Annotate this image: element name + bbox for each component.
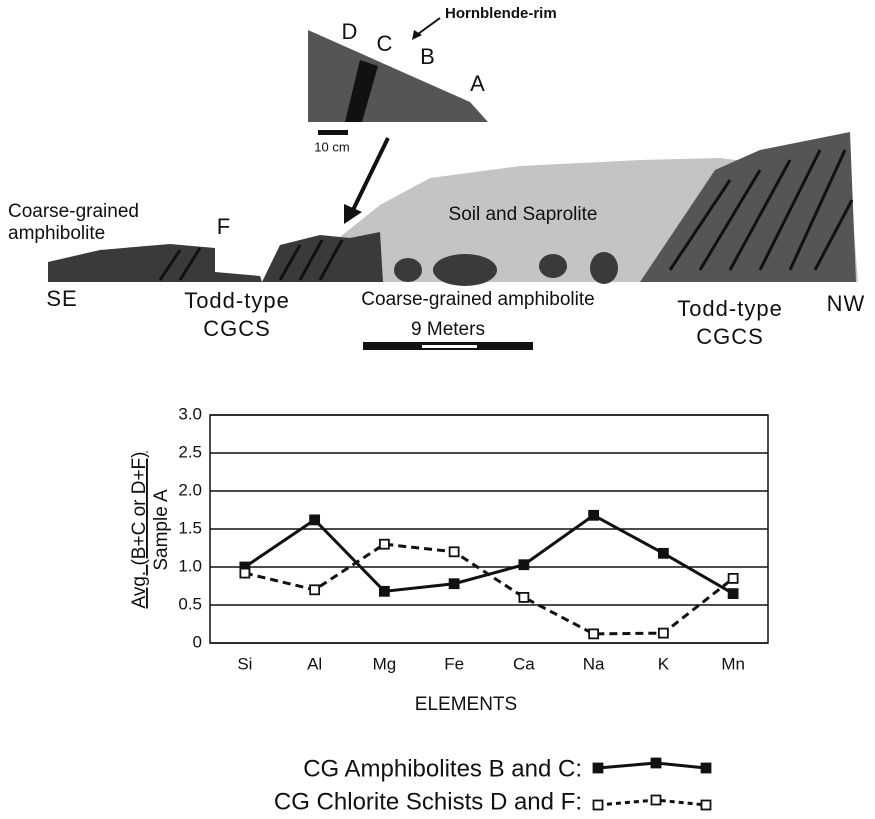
se-label: SE bbox=[46, 286, 77, 311]
inset-scale: 10 cm bbox=[314, 139, 349, 154]
unit-label: Todd-type bbox=[677, 296, 783, 321]
legend-label: CG Chlorite Schists D and F: bbox=[274, 788, 582, 815]
outcrop bbox=[48, 132, 858, 350]
unit-label: CGCS bbox=[203, 316, 271, 341]
x-tick-label: Mn bbox=[721, 654, 745, 673]
point bbox=[657, 547, 669, 559]
x-axis-label: ELEMENTS bbox=[415, 694, 517, 715]
point bbox=[448, 546, 460, 558]
legend-marker bbox=[700, 762, 712, 774]
legend-marker bbox=[700, 799, 712, 811]
boulder bbox=[394, 258, 422, 282]
legend-label: CG Amphibolites B and C: bbox=[303, 755, 582, 782]
y-tick-label: 3.0 bbox=[178, 404, 202, 423]
boulder bbox=[539, 254, 567, 278]
rim-arrow-head bbox=[412, 30, 422, 40]
x-tick-label: K bbox=[658, 654, 670, 673]
x-tick-label: Mg bbox=[373, 654, 397, 673]
point bbox=[518, 592, 530, 603]
y-tick-label: 1.0 bbox=[178, 556, 202, 575]
unit-label: CGCS bbox=[696, 324, 764, 349]
point bbox=[588, 628, 600, 640]
y-tick-label: 0.5 bbox=[178, 594, 202, 613]
unit-label: amphibolite bbox=[8, 223, 105, 244]
inset-label: D bbox=[342, 19, 359, 44]
plot-frame bbox=[209, 414, 769, 644]
rock bbox=[215, 272, 262, 282]
inset-label: A bbox=[470, 71, 486, 96]
point bbox=[657, 627, 669, 639]
boulder bbox=[433, 254, 497, 286]
inset-scale-bar bbox=[318, 130, 348, 135]
y-axis-label: Sample A bbox=[151, 489, 172, 571]
nw-label: NW bbox=[827, 291, 866, 316]
point bbox=[448, 578, 460, 590]
inset-rim bbox=[345, 60, 378, 122]
point bbox=[378, 585, 390, 597]
x-tick-label: Si bbox=[237, 654, 252, 673]
point bbox=[727, 573, 739, 584]
inset bbox=[308, 17, 488, 224]
unit-label: Coarse-grained bbox=[8, 201, 139, 222]
inset-label: C bbox=[377, 31, 394, 56]
y-axis-label: Avg. (B+C or D+F) bbox=[129, 452, 150, 609]
y-tick-label: 2.5 bbox=[178, 442, 202, 461]
y-tick-label: 1.5 bbox=[178, 518, 202, 537]
point bbox=[239, 567, 251, 579]
legend-marker bbox=[650, 757, 662, 769]
x-tick-label: Al bbox=[307, 654, 322, 673]
legend-marker bbox=[650, 794, 662, 806]
point bbox=[309, 584, 321, 596]
f-label: F bbox=[217, 214, 231, 239]
x-tick-label: Fe bbox=[444, 654, 464, 673]
inset-label: B bbox=[420, 44, 436, 69]
point bbox=[518, 559, 530, 571]
point bbox=[727, 588, 739, 599]
point bbox=[309, 514, 321, 526]
legend-marker bbox=[592, 799, 604, 811]
rock bbox=[48, 244, 215, 282]
scale-label: 9 Meters bbox=[411, 319, 485, 340]
boulder bbox=[590, 252, 618, 284]
rim-label: Hornblende-rim bbox=[445, 5, 557, 22]
inset-rock bbox=[308, 30, 488, 122]
arrow bbox=[350, 137, 390, 213]
unit-label: Coarse-grained amphibolite bbox=[361, 289, 594, 310]
scale-bar-gap bbox=[422, 345, 477, 348]
point bbox=[588, 509, 600, 521]
point bbox=[378, 538, 390, 550]
foliation bbox=[158, 149, 854, 281]
rim-arrow bbox=[417, 17, 441, 35]
unit-label: Todd-type bbox=[184, 288, 290, 313]
arrow-head bbox=[344, 204, 362, 224]
y-tick-label: 2.0 bbox=[178, 480, 202, 499]
x-tick-label: Na bbox=[583, 654, 605, 673]
rock bbox=[262, 232, 383, 282]
legend-marker bbox=[592, 762, 604, 774]
x-tick-label: Ca bbox=[513, 654, 535, 673]
series-line bbox=[244, 542, 735, 636]
soil-label: Soil and Saprolite bbox=[449, 204, 598, 225]
y-tick-label: 0 bbox=[193, 632, 202, 651]
